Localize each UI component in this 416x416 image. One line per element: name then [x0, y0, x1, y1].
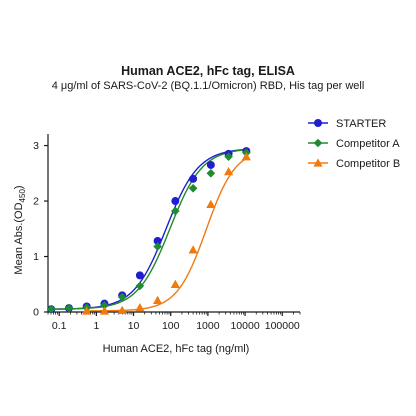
legend-label: Competitor B: [336, 158, 400, 170]
data-point: [223, 167, 234, 176]
fit-curves: [51, 148, 247, 312]
x-tick-label: 1: [93, 320, 99, 332]
chart-subtitle: 4 μg/ml of SARS-CoV-2 (BQ.1.1/Omicron) R…: [51, 80, 365, 92]
data-point: [64, 303, 74, 313]
data-point: [117, 305, 127, 315]
chart-title: Human ACE2, hFc tag, ELISA: [121, 64, 295, 78]
y-tick-label: 1: [33, 251, 39, 263]
fit-curve: [51, 148, 247, 310]
y-axis-label-main: Mean Abs.(OD: [13, 202, 25, 274]
legend-label: Competitor A: [336, 138, 400, 150]
data-point: [189, 174, 198, 183]
y-axis-label-end: ): [13, 185, 25, 189]
data-point: [82, 306, 92, 315]
data-point: [171, 206, 180, 216]
data-point: [171, 197, 180, 206]
data-point: [100, 301, 109, 310]
y-axis-label: Mean Abs.(OD450): [13, 185, 27, 274]
data-points: [46, 147, 251, 315]
data-point: [170, 279, 180, 288]
legend-marker: [314, 119, 322, 127]
legend-marker: [313, 158, 323, 167]
data-point: [117, 292, 127, 302]
data-point: [153, 295, 163, 305]
fit-curve: [86, 157, 247, 312]
data-point: [135, 302, 145, 312]
legend-label: STARTER: [336, 118, 386, 130]
axes: 0 1 2 3 0.1 1 10 100 1000 10000 100000: [33, 134, 301, 332]
x-axis-label: Human ACE2, hFc tag (ng/ml): [103, 343, 250, 355]
fit-curve: [51, 149, 247, 310]
data-point: [153, 242, 162, 251]
legend-marker: [313, 138, 323, 148]
data-point: [135, 281, 145, 291]
x-tick-label: 1000: [196, 320, 220, 332]
x-tick-label: 10: [128, 320, 140, 332]
y-axis-label-sub: 450: [18, 189, 27, 203]
data-point: [188, 245, 198, 254]
data-point: [135, 271, 144, 280]
x-tick-label: 0.1: [52, 320, 67, 332]
y-tick-label: 3: [33, 140, 39, 152]
x-tick-label: 100: [162, 320, 180, 332]
x-tick-label: 100000: [265, 320, 300, 332]
data-point: [206, 168, 216, 178]
data-point: [153, 236, 162, 245]
data-point: [224, 152, 233, 161]
data-point: [206, 199, 216, 209]
y-tick-label: 0: [33, 307, 39, 319]
data-point: [99, 306, 110, 315]
legend: STARTER Competitor A Competitor B: [308, 118, 400, 170]
data-point: [206, 160, 215, 169]
data-point: [241, 152, 251, 161]
x-tick-label: 10000: [230, 320, 259, 332]
data-point: [46, 304, 56, 314]
y-tick-label: 2: [33, 196, 39, 208]
data-point: [188, 183, 198, 193]
